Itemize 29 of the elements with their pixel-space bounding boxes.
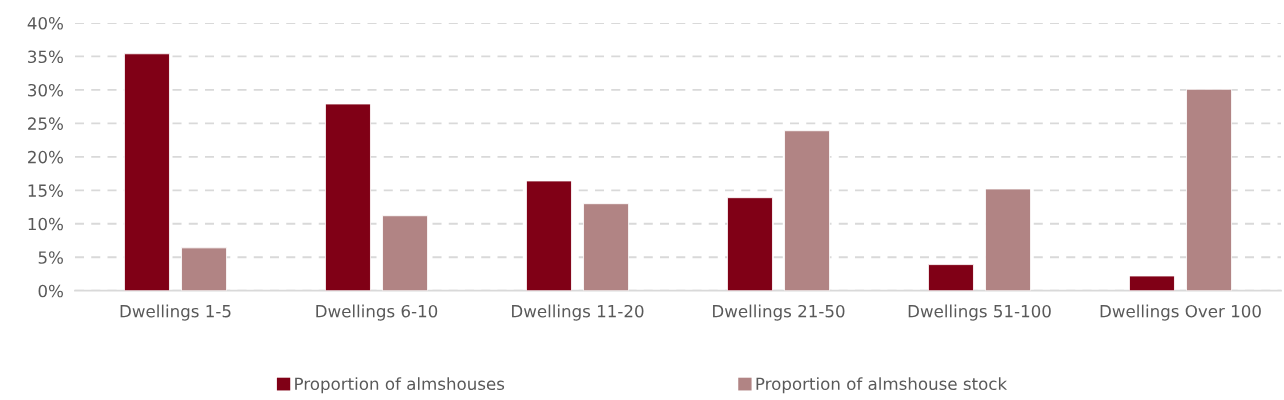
bar <box>985 188 1031 291</box>
legend-label: Proportion of almshouse stock <box>756 377 1008 394</box>
x-tick-label: Dwellings 21-50 <box>713 304 845 321</box>
y-tick-label: 0% <box>38 284 63 298</box>
bar <box>124 53 170 291</box>
y-tick-label: 35% <box>28 50 63 64</box>
y-tick-label: 40% <box>27 16 63 30</box>
x-tick-label: Dwellings 6-10 <box>316 304 438 321</box>
y-tick-label: 25% <box>28 117 63 130</box>
bar <box>382 215 428 291</box>
y-tick-label: 20% <box>28 150 63 164</box>
bar <box>1129 275 1175 291</box>
bar <box>583 203 629 291</box>
x-tick-label: Dwellings 51-100 <box>908 304 1051 321</box>
y-tick-label: 15% <box>28 184 63 197</box>
y-tick-label: 30% <box>28 83 63 97</box>
x-tick-label: Dwellings Over 100 <box>1100 304 1261 321</box>
bar <box>325 103 371 291</box>
legend-label: Proportion of almshouses <box>295 377 505 394</box>
bar <box>784 130 830 291</box>
bar <box>928 264 974 291</box>
y-tick-label: 10% <box>28 217 63 231</box>
bar <box>1186 88 1232 291</box>
x-tick-label: Dwellings 11-20 <box>512 304 644 321</box>
x-tick-label: Dwellings 1-5 <box>120 304 231 321</box>
y-tick-label: 5% <box>38 251 63 264</box>
bar <box>727 197 773 291</box>
bar <box>181 247 227 291</box>
bar <box>526 180 572 291</box>
